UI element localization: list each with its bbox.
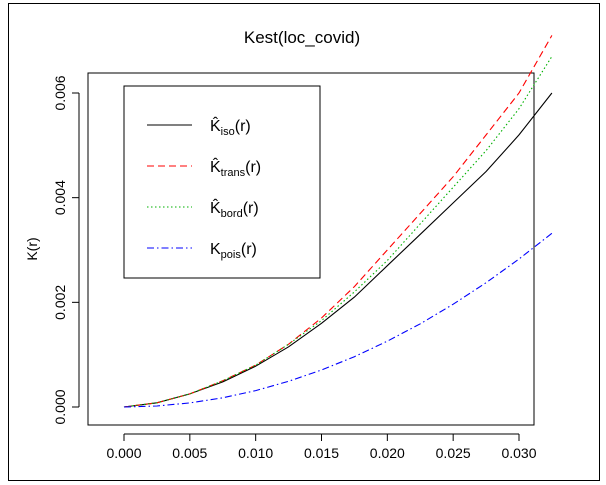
legend-label: K̂bord(r) [210,197,259,220]
x-tick-label: 0.000 [106,445,141,461]
series-line-trans [123,35,553,408]
legend-label: Kpois(r) [210,241,257,261]
y-tick-label: 0.004 [52,180,68,215]
x-tick-label: 0.015 [304,445,339,461]
chart-title: Kest(loc_covid) [244,28,360,47]
y-tick-label: 0.006 [52,75,68,110]
legend: K̂iso(r) K̂trans(r) K̂bord(r) Kpois(r) [123,85,321,279]
axes-group: 0.000 0.005 0.010 0.015 0.020 0.025 0.030 0.000… [52,75,537,461]
y-axis-label: K(r) [24,237,40,260]
legend-label: K̂iso(r) [210,115,251,138]
series-line-bord [123,56,553,408]
x-tick-label: 0.020 [370,445,405,461]
x-tick-label: 0.030 [501,445,536,461]
series-line-pois [123,232,553,408]
chart-svg: Kest(loc_covid) K(r) 0.000 0.005 0.010 0.01… [24,28,553,461]
y-tick-label: 0.000 [52,389,68,424]
plot-area-box [87,72,535,426]
legend-label: K̂trans(r) [210,156,261,179]
plot-frame: Kest(loc_covid) K(r) 0.000 0.005 0.010 0.01… [8,3,600,481]
y-tick-label: 0.002 [52,285,68,320]
series-layer [123,35,553,408]
legend-box [123,85,321,279]
x-tick-label: 0.010 [238,445,273,461]
x-tick-label: 0.005 [172,445,207,461]
x-tick-label: 0.025 [436,445,471,461]
